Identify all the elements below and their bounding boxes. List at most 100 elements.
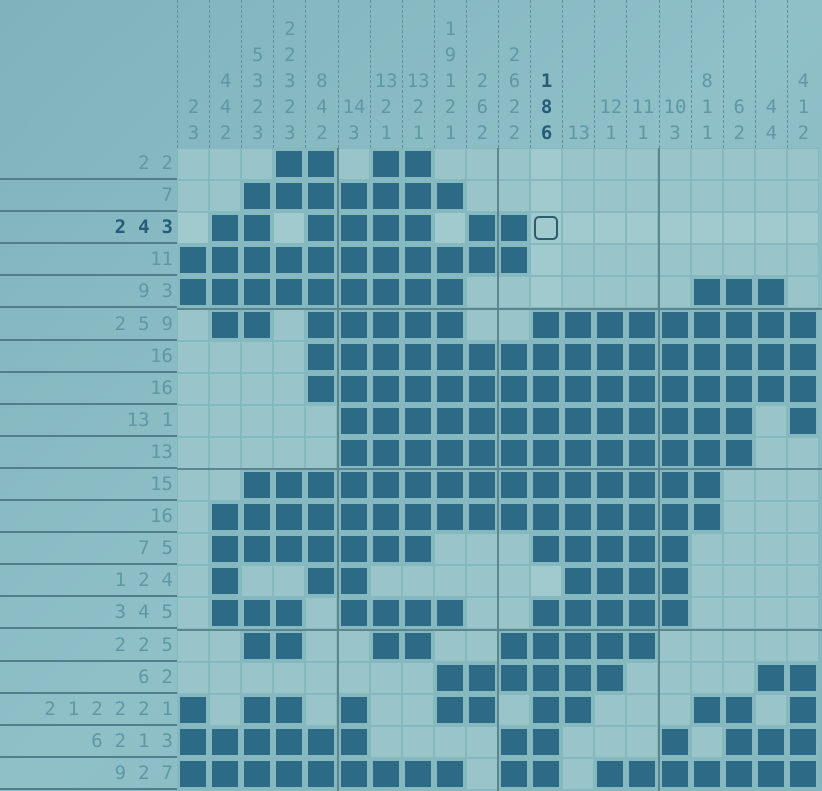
filled-cell[interactable] — [498, 404, 530, 437]
empty-cell[interactable] — [722, 597, 755, 630]
empty-cell[interactable] — [433, 212, 466, 245]
filled-cell[interactable] — [305, 533, 338, 566]
empty-cell[interactable] — [562, 725, 595, 758]
empty-cell[interactable] — [626, 212, 659, 245]
empty-cell[interactable] — [722, 661, 755, 694]
empty-cell[interactable] — [690, 725, 723, 758]
empty-cell[interactable] — [241, 565, 274, 598]
filled-cell[interactable] — [594, 757, 627, 790]
filled-cell[interactable] — [241, 244, 274, 277]
empty-cell[interactable] — [401, 725, 434, 758]
filled-cell[interactable] — [369, 501, 402, 534]
filled-cell[interactable] — [658, 372, 691, 405]
filled-cell[interactable] — [658, 597, 691, 630]
filled-cell[interactable] — [433, 757, 466, 790]
filled-cell[interactable] — [369, 629, 402, 662]
filled-cell[interactable] — [530, 757, 563, 790]
empty-cell[interactable] — [562, 148, 595, 180]
empty-cell[interactable] — [690, 180, 723, 213]
filled-cell[interactable] — [433, 469, 466, 501]
empty-cell[interactable] — [209, 693, 242, 726]
filled-cell[interactable] — [626, 757, 659, 790]
empty-cell[interactable] — [241, 661, 274, 694]
filled-cell[interactable] — [690, 757, 723, 790]
filled-cell[interactable] — [465, 244, 498, 277]
filled-cell[interactable] — [273, 597, 306, 630]
empty-cell[interactable] — [498, 276, 530, 309]
filled-cell[interactable] — [690, 340, 723, 373]
empty-cell[interactable] — [177, 436, 209, 469]
empty-cell[interactable] — [722, 469, 755, 501]
empty-cell[interactable] — [530, 244, 563, 277]
filled-cell[interactable] — [594, 436, 627, 469]
filled-cell[interactable] — [209, 597, 242, 630]
filled-cell[interactable] — [433, 693, 466, 726]
empty-cell[interactable] — [786, 244, 819, 277]
empty-cell[interactable] — [786, 148, 819, 180]
filled-cell[interactable] — [465, 501, 498, 534]
empty-cell[interactable] — [401, 661, 434, 694]
empty-cell[interactable] — [498, 148, 530, 180]
filled-cell[interactable] — [177, 725, 209, 758]
filled-cell[interactable] — [498, 469, 530, 501]
filled-cell[interactable] — [401, 533, 434, 566]
filled-cell[interactable] — [433, 180, 466, 213]
filled-cell[interactable] — [433, 340, 466, 373]
filled-cell[interactable] — [594, 629, 627, 662]
empty-cell[interactable] — [209, 404, 242, 437]
filled-cell[interactable] — [305, 757, 338, 790]
empty-cell[interactable] — [722, 501, 755, 534]
empty-cell[interactable] — [177, 180, 209, 213]
empty-cell[interactable] — [177, 661, 209, 694]
filled-cell[interactable] — [594, 340, 627, 373]
filled-cell[interactable] — [369, 276, 402, 309]
filled-cell[interactable] — [369, 148, 402, 180]
filled-cell[interactable] — [594, 661, 627, 694]
empty-cell[interactable] — [498, 308, 530, 341]
filled-cell[interactable] — [562, 340, 595, 373]
filled-cell[interactable] — [626, 308, 659, 341]
filled-cell[interactable] — [401, 404, 434, 437]
filled-cell[interactable] — [401, 757, 434, 790]
filled-cell[interactable] — [658, 501, 691, 534]
empty-cell[interactable] — [722, 244, 755, 277]
filled-cell[interactable] — [177, 757, 209, 790]
filled-cell[interactable] — [626, 565, 659, 598]
empty-cell[interactable] — [177, 308, 209, 341]
filled-cell[interactable] — [209, 308, 242, 341]
filled-cell[interactable] — [305, 148, 338, 180]
filled-cell[interactable] — [401, 212, 434, 245]
filled-cell[interactable] — [530, 693, 563, 726]
empty-cell[interactable] — [177, 565, 209, 598]
empty-cell[interactable] — [369, 693, 402, 726]
empty-cell[interactable] — [754, 404, 787, 437]
empty-cell[interactable] — [530, 565, 563, 598]
filled-cell[interactable] — [401, 629, 434, 662]
empty-cell[interactable] — [401, 693, 434, 726]
empty-cell[interactable] — [626, 244, 659, 277]
filled-cell[interactable] — [433, 436, 466, 469]
filled-cell[interactable] — [465, 661, 498, 694]
empty-cell[interactable] — [177, 533, 209, 566]
filled-cell[interactable] — [690, 436, 723, 469]
filled-cell[interactable] — [658, 308, 691, 341]
empty-cell[interactable] — [754, 693, 787, 726]
empty-cell[interactable] — [690, 629, 723, 662]
filled-cell[interactable] — [786, 372, 819, 405]
empty-cell[interactable] — [273, 661, 306, 694]
filled-cell[interactable] — [722, 372, 755, 405]
empty-cell[interactable] — [209, 661, 242, 694]
filled-cell[interactable] — [498, 661, 530, 694]
filled-cell[interactable] — [530, 597, 563, 630]
empty-cell[interactable] — [273, 372, 306, 405]
filled-cell[interactable] — [562, 597, 595, 630]
filled-cell[interactable] — [401, 276, 434, 309]
filled-cell[interactable] — [305, 244, 338, 277]
filled-cell[interactable] — [465, 372, 498, 405]
filled-cell[interactable] — [786, 404, 819, 437]
filled-cell[interactable] — [241, 212, 274, 245]
empty-cell[interactable] — [241, 340, 274, 373]
filled-cell[interactable] — [530, 404, 563, 437]
filled-cell[interactable] — [626, 372, 659, 405]
filled-cell[interactable] — [626, 436, 659, 469]
